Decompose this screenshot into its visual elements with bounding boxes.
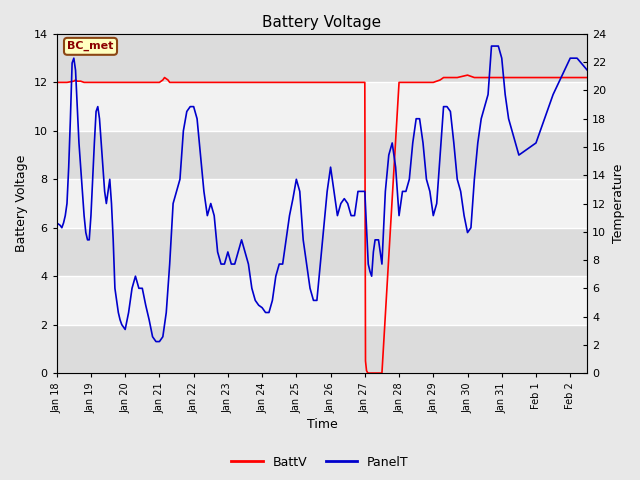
X-axis label: Time: Time <box>307 419 337 432</box>
Y-axis label: Battery Voltage: Battery Voltage <box>15 155 28 252</box>
Bar <box>57 324 588 373</box>
Y-axis label: Temperature: Temperature <box>612 164 625 243</box>
Bar <box>57 131 588 180</box>
Legend: BattV, PanelT: BattV, PanelT <box>227 451 413 474</box>
Bar <box>57 34 588 83</box>
Bar <box>57 228 588 276</box>
Title: Battery Voltage: Battery Voltage <box>262 15 381 30</box>
Bar <box>57 180 588 228</box>
Bar <box>57 276 588 324</box>
Text: BC_met: BC_met <box>67 41 114 51</box>
Bar <box>57 83 588 131</box>
